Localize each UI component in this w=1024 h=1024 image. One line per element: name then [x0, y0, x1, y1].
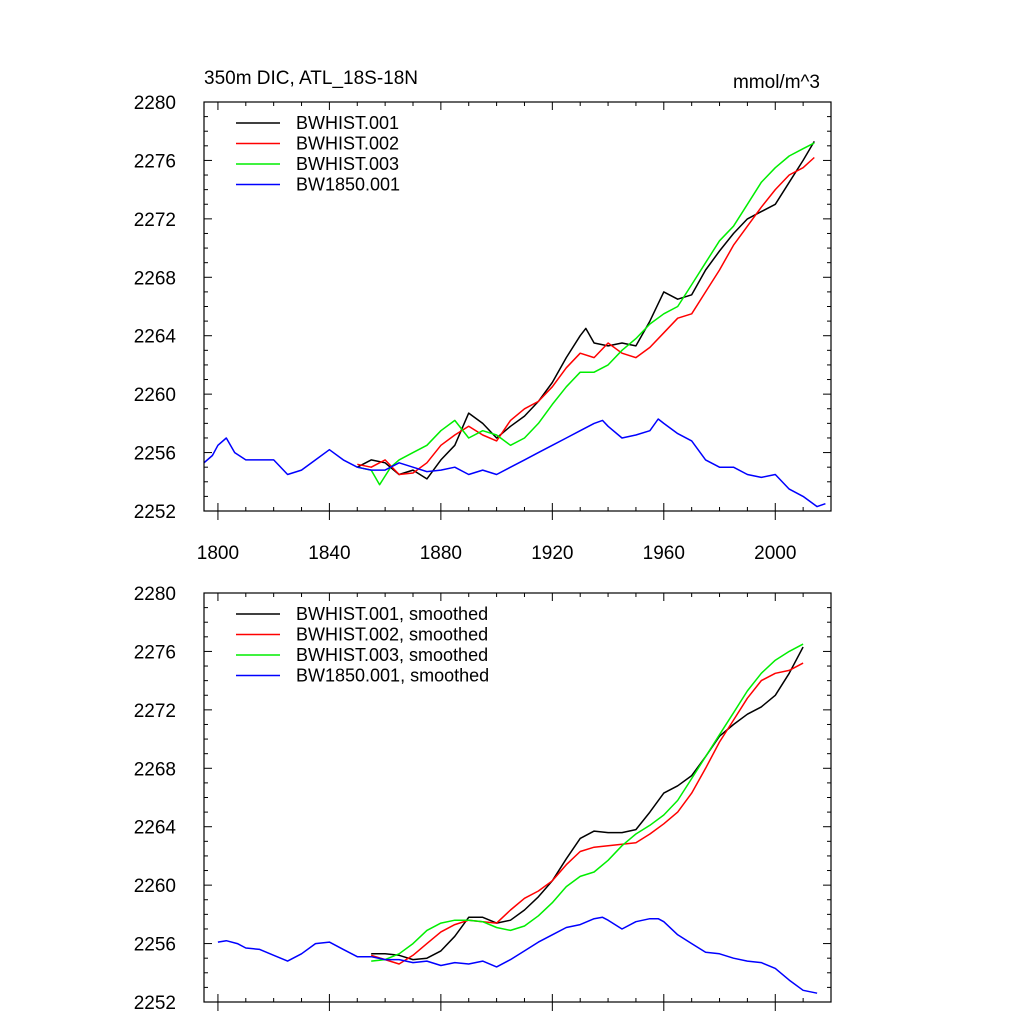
y-tick-label: 2268 — [134, 759, 176, 780]
bottom-panel: 2252 2256 2260 2264 2268 2272 2276 2280 BWHIST.… — [134, 584, 832, 1014]
y-tick-label: 2276 — [134, 151, 176, 172]
y-tick-label: 2268 — [134, 268, 176, 289]
chart-title: 350m DIC, ATL_18S-18N — [204, 68, 418, 89]
y-tick-label: 2252 — [134, 502, 176, 523]
y-tick-label: 2260 — [134, 876, 176, 897]
y-tick-label: 2272 — [134, 701, 176, 722]
x-tick-label: 1800 — [197, 543, 239, 564]
plot-frame — [203, 592, 832, 1003]
plot-series — [204, 141, 826, 508]
series-line-4 — [217, 916, 818, 994]
series-line-1 — [371, 646, 804, 961]
legend-label: BWHIST.001 — [296, 113, 399, 133]
y-tick-label: 2280 — [134, 93, 176, 114]
series-line-3 — [371, 643, 804, 962]
y-tick-label: 2256 — [134, 444, 176, 465]
legend-label: BWHIST.002 — [296, 134, 399, 154]
axis-ticks: 2252 2256 2260 2264 2268 2272 2276 2280 — [134, 584, 832, 1014]
x-tick-label: 2000 — [754, 543, 796, 564]
series-line-1 — [356, 141, 815, 480]
y-tick-label: 2280 — [134, 584, 176, 605]
y-tick-label: 2264 — [134, 818, 177, 839]
legend-label: BW1850.001 — [296, 175, 400, 195]
top-panel: 350m DIC, ATL_18S-18N mmol/m^3 225222562… — [134, 68, 832, 564]
axis-ticks: 2252 2256 2260 2264 2268 2272 2276 2280 1800 1840… — [134, 93, 832, 564]
units-label: mmol/m^3 — [733, 72, 820, 93]
series-line-2 — [370, 662, 804, 965]
legend-label: BWHIST.001, smoothed — [296, 604, 488, 624]
x-tick-label: 1960 — [643, 543, 685, 564]
y-tick-label: 2256 — [134, 935, 176, 956]
x-tick-label: 1840 — [308, 543, 350, 564]
legend-label: BW1850.001, smoothed — [296, 666, 489, 686]
legend-label: BWHIST.003, smoothed — [296, 645, 488, 665]
legend-label: BWHIST.002, smoothed — [296, 625, 488, 645]
series-line-2 — [357, 156, 815, 476]
y-tick-label: 2264 — [134, 327, 177, 348]
x-tick-label: 1920 — [531, 543, 573, 564]
y-tick-label: 2252 — [134, 993, 176, 1014]
y-tick-label: 2260 — [134, 385, 176, 406]
x-tick-label: 1880 — [420, 543, 462, 564]
plot-frame — [203, 101, 832, 512]
legend-label: BWHIST.003 — [296, 154, 399, 174]
y-tick-label: 2272 — [134, 210, 176, 231]
y-tick-label: 2276 — [134, 642, 176, 663]
series-line-4 — [204, 418, 826, 508]
plot-series — [217, 643, 818, 994]
series-line-3 — [357, 142, 815, 486]
